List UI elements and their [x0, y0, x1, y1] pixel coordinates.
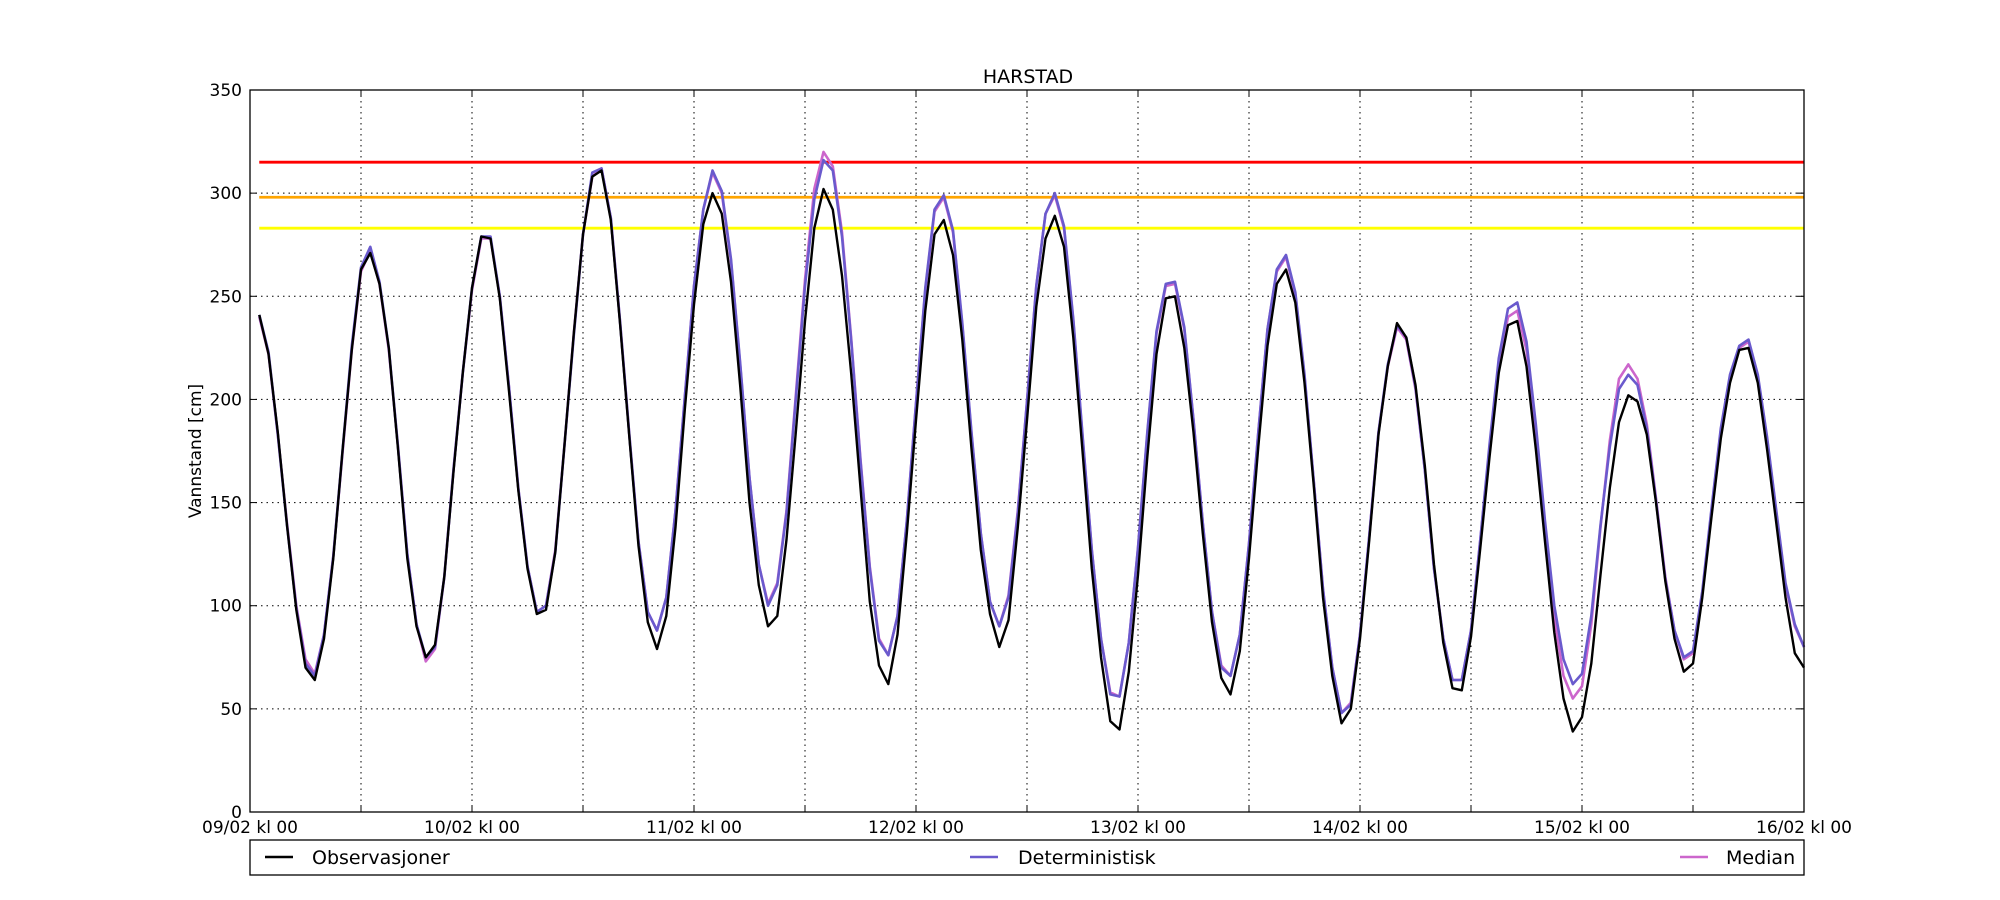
y-tick-label: 200 [210, 390, 242, 410]
y-tick-label: 250 [210, 287, 242, 307]
legend-frame [249, 839, 1805, 876]
x-tick-label: 16/02 kl 00 [1756, 818, 1852, 838]
chart-title: HARSTAD [983, 66, 1073, 88]
x-tick-label: 09/02 kl 00 [202, 818, 298, 838]
threshold-lines [259, 160, 1804, 230]
x-tick-label: 15/02 kl 00 [1534, 818, 1630, 838]
y-axis: 0 50 100 150 200 250 300 350 [210, 81, 1804, 823]
x-tick-label: 14/02 kl 00 [1312, 818, 1408, 838]
series-line-observasjoner [258, 169, 1806, 733]
x-axis: 09/02 kl 00 10/02 kl 00 11/02 kl 00 12/02 k… [202, 90, 1852, 838]
x-tick-label: 12/02 kl 00 [868, 818, 964, 838]
x-tick-label: 11/02 kl 00 [646, 818, 742, 838]
y-tick-label: 0 [231, 803, 242, 823]
legend-label: Observasjoner [312, 847, 450, 869]
y-axis-label: Vannstand [cm] [186, 384, 206, 518]
y-tick-label: 150 [210, 494, 242, 514]
legend-label: Median [1726, 847, 1795, 869]
legend-label: Deterministisk [1018, 847, 1156, 869]
y-tick-label: 50 [220, 700, 242, 720]
x-tick-label: 13/02 kl 00 [1090, 818, 1186, 838]
series-lines [258, 150, 1806, 733]
y-tick-label: 300 [210, 184, 242, 204]
legend: Observasjoner Deterministisk Median [249, 839, 1805, 876]
x-tick-label: 10/02 kl 00 [424, 818, 520, 838]
y-tick-label: 350 [210, 81, 242, 101]
y-tick-label: 100 [210, 597, 242, 617]
